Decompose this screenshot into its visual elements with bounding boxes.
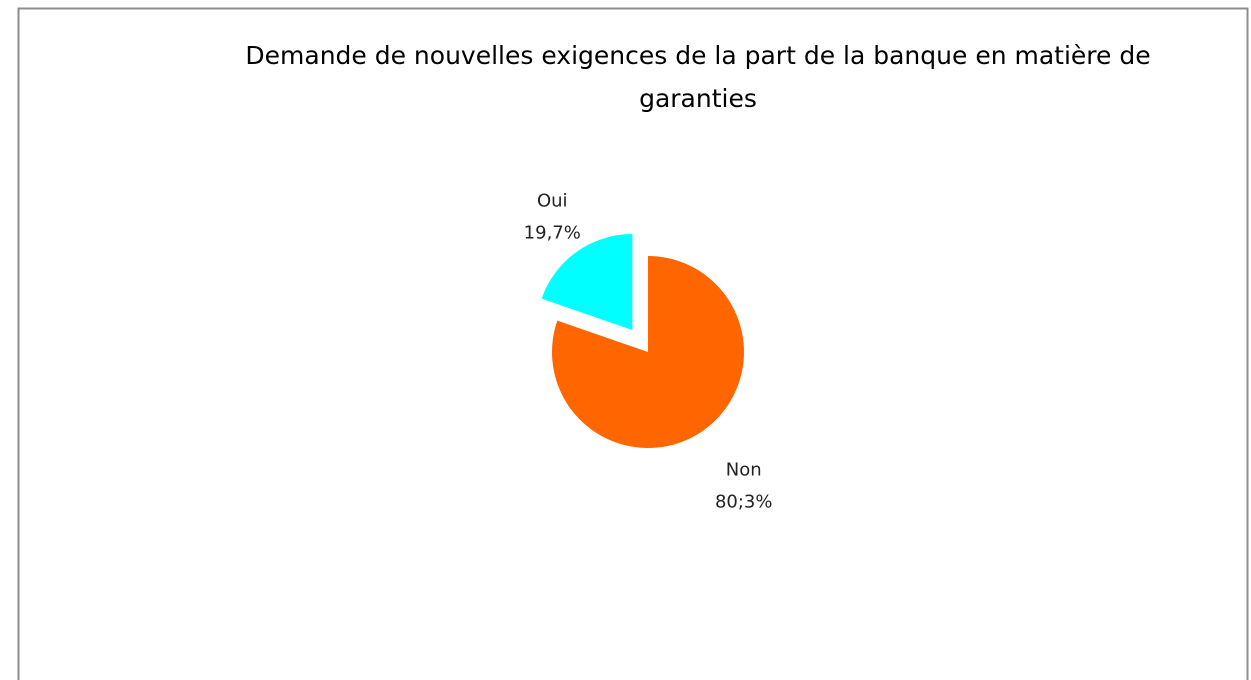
pie-slice	[552, 256, 744, 449]
chart-title: Demande de nouvelles exigences de la par…	[245, 41, 1151, 113]
slice-value-label: 19,7%	[524, 223, 581, 244]
slice-category-label: Oui	[537, 191, 568, 212]
pie-slice	[541, 234, 633, 331]
slice-value-label: 80;3%	[715, 491, 773, 512]
chart-frame	[17, 7, 1249, 680]
slice-category-label: Non	[726, 459, 762, 480]
